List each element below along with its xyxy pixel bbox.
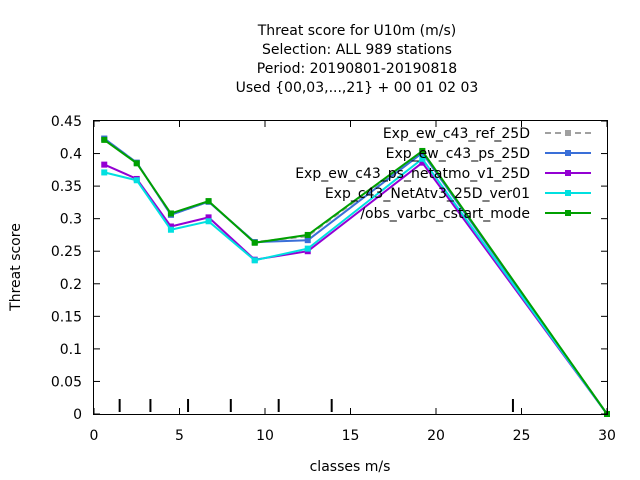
y-tick-label: 0.1 (60, 342, 82, 358)
data-point (167, 210, 174, 217)
y-tick-label: 0.4 (60, 147, 82, 163)
title-line: Period: 20190801-20190818 (257, 61, 457, 77)
x-tick-label: 30 (598, 428, 616, 444)
legend-marker (565, 210, 571, 216)
y-tick-label: 0.2 (60, 277, 82, 293)
legend: Exp_ew_c43_ref_25D Exp_ew_c43_ps_25D Exp_e… (295, 126, 591, 222)
class-markers (118, 399, 514, 412)
legend-label: Exp_ew_c43_ps_25D (386, 146, 530, 162)
data-point (251, 239, 258, 246)
y-tick-label: 0.35 (51, 179, 82, 195)
series-exp-c43-netatv3-25d-ver01 (101, 155, 610, 417)
data-point (205, 198, 212, 205)
plot-frame (93, 120, 608, 415)
series-lines (101, 135, 610, 417)
data-point (419, 159, 426, 166)
x-axis-label: classes m/s (310, 459, 391, 475)
chart-title: Threat score for U10m (m/s) Selection: AL… (236, 23, 479, 96)
data-point (101, 136, 108, 143)
data-point (205, 218, 212, 225)
series-line (103, 139, 608, 415)
title-line: Used {00,03,...,21} + 00 01 02 03 (236, 80, 479, 96)
y-tick-label: 0.25 (51, 244, 82, 260)
x-tick-label: 0 (90, 428, 99, 444)
series-line (104, 157, 608, 415)
data-point (101, 169, 108, 176)
x-tick-label: 5 (175, 428, 184, 444)
axis-ticks: 0 0.05 0.1 0.15 0.2 0.25 0.3 0.35 0.4 0.45 0 5 10 15 2… (51, 114, 616, 444)
title-line: Selection: ALL 989 stations (262, 42, 452, 58)
legend-label: Exp_c43_NetAtv3_25D_ver01 (325, 186, 530, 202)
x-tick-label: 20 (427, 428, 445, 444)
legend-label: Exp_ew_c43_ps_netatmo_v1_25D (295, 166, 530, 182)
legend-marker (565, 170, 571, 176)
data-point (133, 177, 140, 184)
legend-label: Exp_ew_c43_ref_25D (383, 126, 530, 142)
data-point (167, 226, 174, 233)
data-point (304, 231, 311, 238)
y-tick-label: 0.05 (51, 374, 82, 390)
y-tick-label: 0.15 (51, 309, 82, 325)
data-point (133, 160, 140, 167)
legend-marker (565, 130, 571, 136)
y-tick-label: 0 (73, 407, 82, 423)
title-line: Threat score for U10m (m/s) (257, 23, 457, 39)
data-point (419, 155, 426, 162)
legend-label: /obs_varbc_cstart_mode (360, 206, 530, 222)
x-tick-label: 15 (342, 428, 360, 444)
y-axis-label: Threat score (8, 223, 24, 312)
data-point (167, 223, 174, 230)
data-point (419, 147, 426, 154)
x-tick-label: 10 (256, 428, 274, 444)
y-tick-label: 0.3 (60, 212, 82, 228)
legend-marker (565, 190, 571, 196)
data-point (251, 257, 258, 264)
x-tick-label: 25 (513, 428, 531, 444)
data-point (304, 237, 311, 244)
legend-marker (565, 150, 571, 156)
data-point (304, 245, 311, 252)
y-tick-label: 0.45 (51, 114, 82, 130)
data-point (205, 214, 212, 221)
data-point (101, 161, 108, 168)
